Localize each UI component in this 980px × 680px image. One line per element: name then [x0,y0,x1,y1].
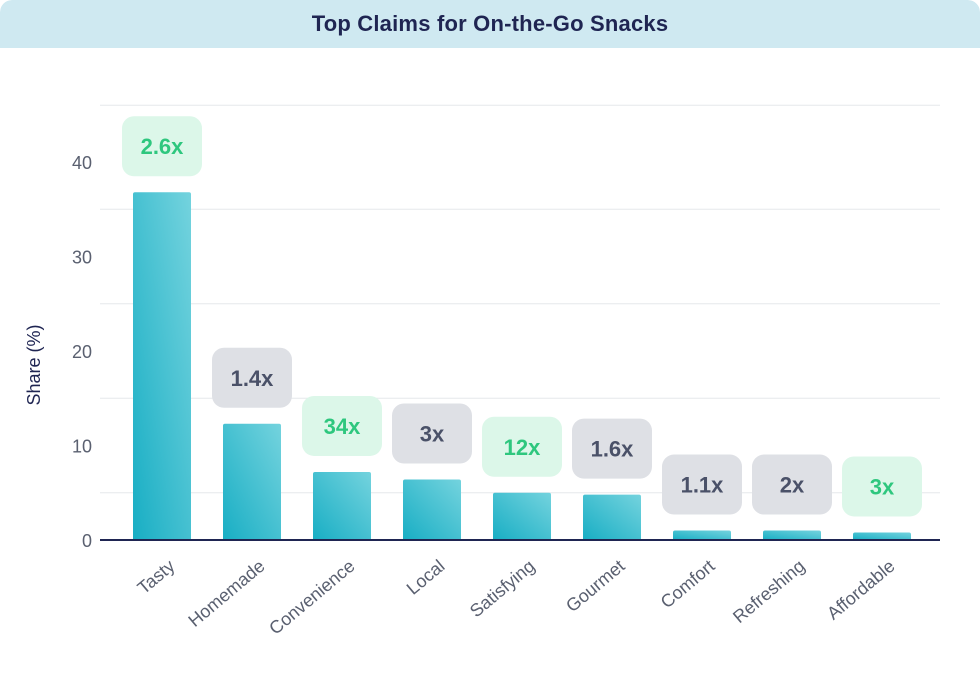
bar [853,532,911,540]
x-tick-label: Refreshing [729,556,809,627]
bar [313,471,371,540]
bar [403,479,461,540]
title-bar: Top Claims for On-the-Go Snacks [0,0,980,48]
x-tick-label: Comfort [657,556,719,612]
y-tick-label: 20 [72,342,92,362]
bar [763,530,821,540]
x-tick-label: Local [403,556,449,599]
y-axis-label: Share (%) [24,324,44,405]
bar [223,423,281,540]
x-tick-label: Tasty [134,556,179,598]
multiplier-label: 1.6x [591,437,635,462]
x-tick-label: Gourmet [562,556,629,616]
y-tick-label: 30 [72,248,92,268]
bar [673,530,731,540]
x-tick-label: Homemade [184,556,268,631]
multiplier-badge [302,395,382,456]
multiplier-badge [572,418,652,479]
multiplier-badge [212,347,292,408]
y-tick-label: 10 [72,437,92,457]
multiplier-label: 34x [324,414,361,439]
multiplier-badge [482,416,562,477]
multiplier-label: 1.1x [681,473,725,498]
multiplier-badge [662,454,742,515]
multiplier-label: 2.6x [141,134,185,159]
multiplier-badge [842,456,922,517]
multiplier-badge [392,403,472,464]
multiplier-label: 1.4x [231,366,275,391]
y-tick-label: 0 [82,531,92,551]
x-tick-label: Convenience [265,556,358,639]
x-tick-label: Affordable [823,556,898,624]
multiplier-badge [752,454,832,515]
y-tick-label: 40 [72,153,92,173]
multiplier-badge [122,116,202,177]
bar [493,492,551,540]
chart-title: Top Claims for On-the-Go Snacks [311,11,669,36]
multiplier-label: 3x [870,474,895,499]
x-tick-label: Satisfying [466,556,539,621]
multiplier-label: 12x [504,435,541,460]
bar [133,192,191,541]
multiplier-label: 2x [780,473,805,498]
bar [583,494,641,540]
multiplier-label: 3x [420,422,445,447]
